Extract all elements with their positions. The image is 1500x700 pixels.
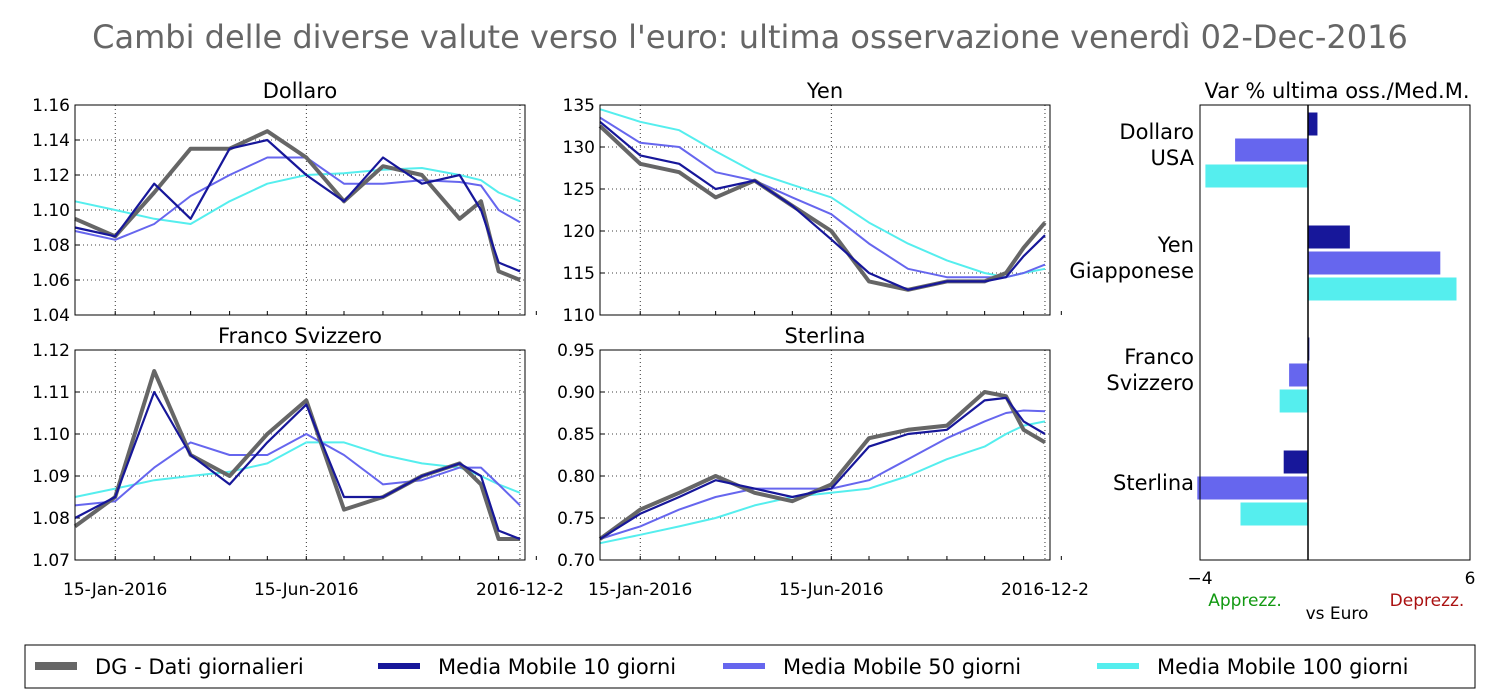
y-tick-label: 130 xyxy=(563,138,595,158)
y-tick-label: 1.07 xyxy=(32,551,70,571)
y-tick-label: 1.11 xyxy=(32,383,70,403)
x-tick-label: 15-Jun-2016 xyxy=(254,580,359,600)
y-tick-label: 125 xyxy=(563,180,595,200)
panel-frame xyxy=(599,104,1051,316)
y-tick-label: 1.16 xyxy=(32,96,70,116)
legend-label: Media Mobile 100 giorni xyxy=(1157,655,1409,679)
y-tick-label: 1.06 xyxy=(32,271,70,291)
y-tick-label: 1.09 xyxy=(32,467,70,487)
chart-title: Cambi delle diverse valute verso l'euro:… xyxy=(92,18,1408,56)
panels-group: 1.041.061.081.101.121.141.16Dollaro11011… xyxy=(32,79,1089,600)
category-label: Sterlina xyxy=(1113,471,1194,495)
y-tick-label: 0.75 xyxy=(557,509,595,529)
apprezz-label: Apprezz. xyxy=(1208,591,1282,611)
bar-ma10 xyxy=(1308,112,1318,136)
series-line-daily xyxy=(598,390,1047,541)
bar-ma100 xyxy=(1240,502,1308,526)
panel-title: Dollaro xyxy=(263,79,338,103)
category-label: Svizzero xyxy=(1106,371,1194,395)
bar-ma10 xyxy=(1308,225,1350,249)
series-line-ma50 xyxy=(599,116,1046,279)
y-tick-label: 1.12 xyxy=(32,166,70,186)
y-tick-label: 1.14 xyxy=(32,131,70,151)
x-tick-label: 15-Jan-2016 xyxy=(63,580,167,600)
line-panel-3: 0.70 0.75 0.80 0.85 0.90 0.95 Sterlina 15-Jan-2… xyxy=(557,324,1089,600)
panel-title: Sterlina xyxy=(785,324,866,348)
line-panel-1: 110 115 120 125 130 135 Yen xyxy=(563,79,1062,326)
panel-title: Yen xyxy=(806,79,843,103)
series-line-daily xyxy=(598,124,1047,292)
bar-ma50 xyxy=(1289,363,1308,387)
y-tick-label: 0.70 xyxy=(557,551,595,571)
y-tick-label: 1.04 xyxy=(32,306,70,326)
bar-ma50 xyxy=(1197,476,1308,500)
y-tick-label: 1.10 xyxy=(32,201,70,221)
bar-x-tick-label: −4 xyxy=(1187,569,1212,589)
line-panel-2: 1.07 1.08 1.09 1.10 1.11 1.12 Franco Svizzero 1… xyxy=(32,324,564,600)
y-tick-label: 1.12 xyxy=(32,341,70,361)
series-line-daily xyxy=(73,369,520,541)
bar-ma100 xyxy=(1279,389,1308,413)
series-line-daily xyxy=(74,129,521,282)
series-line-ma10 xyxy=(599,120,1046,291)
category-label: Giapponese xyxy=(1069,259,1194,283)
bar-panel-title: Var % ultima oss./Med.M. xyxy=(1204,79,1469,103)
y-tick-label: 0.80 xyxy=(557,467,595,487)
y-tick-label: 0.95 xyxy=(557,341,595,361)
category-label: Franco xyxy=(1124,345,1194,369)
series-line-ma50 xyxy=(74,156,521,241)
y-tick-label: 0.85 xyxy=(557,425,595,445)
panel-title: Franco Svizzero xyxy=(218,324,382,348)
x-tick-label: 2016-12-2 xyxy=(476,580,564,600)
series-line-ma10 xyxy=(74,138,521,273)
legend-label: Media Mobile 10 giorni xyxy=(438,655,676,679)
y-tick-label: 120 xyxy=(563,222,595,242)
y-tick-label: 0.90 xyxy=(557,383,595,403)
line-panel-0: 1.04 1.06 1.08 1.10 1.12 1.14 1.16 Dollaro xyxy=(32,79,537,326)
series-line-ma100 xyxy=(599,108,1046,279)
panel-frame xyxy=(74,104,526,316)
y-tick-label: 110 xyxy=(563,306,595,326)
series-line-ma10 xyxy=(599,396,1046,540)
bar-ma50 xyxy=(1308,251,1441,275)
y-tick-label: 115 xyxy=(563,264,595,284)
bar-ma10 xyxy=(1283,450,1308,474)
vs-euro-label: vs Euro xyxy=(1306,604,1369,624)
y-tick-label: 1.10 xyxy=(32,425,70,445)
deprezz-label: Deprezz. xyxy=(1390,591,1465,611)
panel-frame xyxy=(74,349,526,561)
bar-panel-frame xyxy=(1199,104,1471,561)
y-tick-label: 135 xyxy=(563,96,595,116)
category-label: USA xyxy=(1151,146,1195,170)
panel-frame xyxy=(599,349,1051,561)
y-tick-label: 1.08 xyxy=(32,236,70,256)
series-line-ma10 xyxy=(74,390,521,541)
series-line-ma50 xyxy=(599,409,1046,540)
category-label: Yen xyxy=(1157,233,1194,257)
bar-ma100 xyxy=(1308,277,1457,301)
legend-label: Media Mobile 50 giorni xyxy=(783,655,1021,679)
x-tick-label: 2016-12-2 xyxy=(1001,580,1089,600)
legend-label: DG - Dati giornalieri xyxy=(95,655,304,679)
series-line-ma50 xyxy=(74,433,521,507)
legend: DG - Dati giornalieri Media Mobile 10 gio… xyxy=(24,644,1476,689)
x-tick-label: 15-Jun-2016 xyxy=(779,580,884,600)
category-label: Dollaro xyxy=(1119,120,1194,144)
bar-x-tick-label: 6 xyxy=(1465,569,1476,589)
bar-ma100 xyxy=(1205,164,1308,188)
series-line-ma100 xyxy=(599,420,1046,545)
x-tick-label: 15-Jan-2016 xyxy=(588,580,692,600)
bar-ma50 xyxy=(1235,138,1308,162)
y-tick-label: 1.08 xyxy=(32,509,70,529)
